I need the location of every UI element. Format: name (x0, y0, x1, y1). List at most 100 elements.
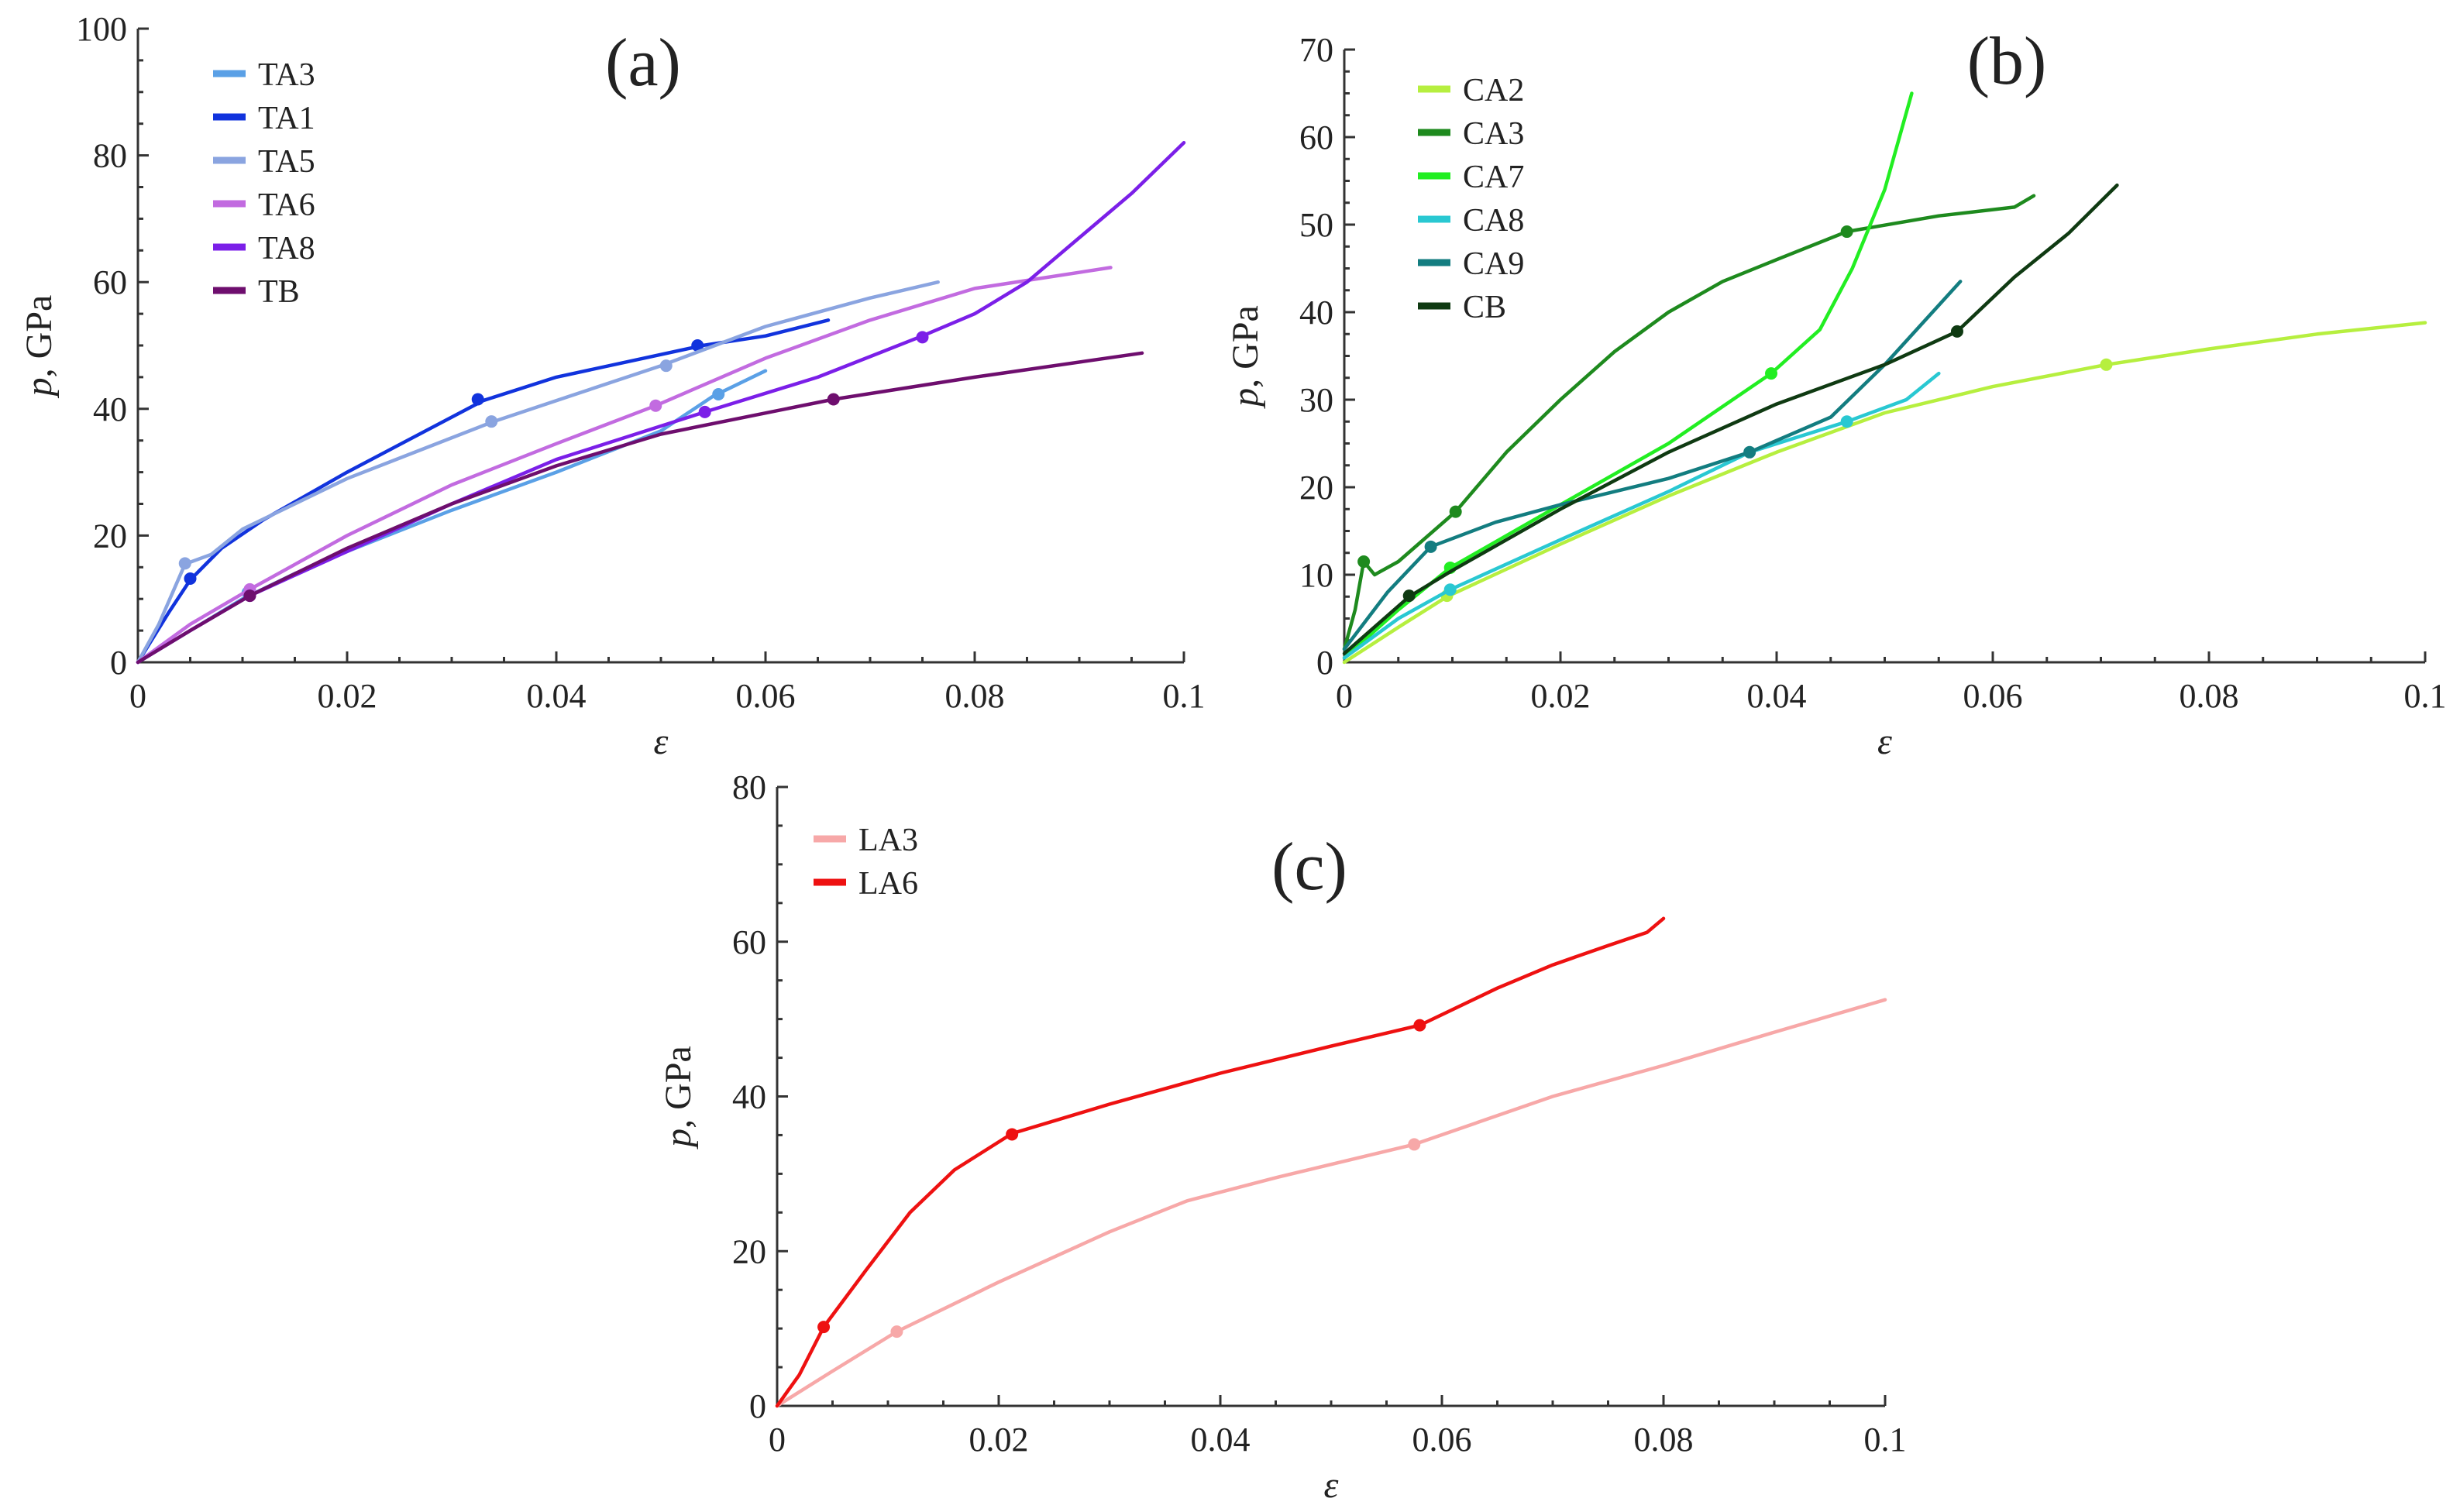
x-tick-label: 0.08 (945, 677, 1005, 715)
data-point-ta1 (184, 572, 197, 586)
series-line-ca3 (1342, 194, 2036, 651)
x-tick-label: 0.1 (1163, 677, 1206, 715)
y-tick-label: 40 (732, 1078, 766, 1116)
panel-label: (b) (1967, 24, 2047, 99)
x-tick-label: 0 (769, 1421, 786, 1459)
y-axis-title: p, GPa (1225, 305, 1266, 409)
series-line-cb (1342, 183, 2119, 655)
x-tick-label: 0.02 (969, 1421, 1029, 1459)
y-axis-title: p, GPa (19, 295, 60, 399)
panel-label: (a) (605, 26, 681, 101)
y-axis-variable: p (658, 1129, 699, 1149)
data-point-ta8 (698, 405, 711, 418)
x-tick-label: 0 (129, 677, 146, 715)
x-tick-label: 0.02 (318, 677, 377, 715)
y-tick-label: 40 (93, 390, 127, 428)
series-line-tb (136, 351, 1144, 665)
x-tick-label: 0.06 (736, 677, 796, 715)
y-axis-variable: p (19, 377, 60, 398)
legend-label-ta8: TA8 (258, 231, 315, 266)
data-point-ta5 (178, 557, 191, 570)
legend-label-ta3: TA3 (258, 57, 315, 93)
y-tick-label: 20 (1299, 469, 1333, 507)
x-tick-label: 0.06 (1963, 677, 2023, 715)
x-tick-label: 0.08 (2180, 677, 2239, 715)
legend-label-ta1: TA1 (258, 101, 315, 136)
data-point-ta6 (649, 399, 662, 412)
data-point-cb (1402, 589, 1416, 603)
y-tick-label: 10 (1299, 556, 1333, 594)
y-tick-label: 40 (1299, 294, 1333, 332)
legend-label-la6: LA6 (858, 866, 918, 902)
data-point-la3 (890, 1325, 903, 1338)
y-tick-label: 50 (1299, 206, 1333, 244)
data-point-ta8 (916, 331, 929, 344)
data-point-tb (243, 589, 256, 603)
y-tick-label: 70 (1299, 31, 1333, 69)
y-tick-label: 0 (749, 1387, 766, 1425)
series-line-ca9 (1342, 280, 1963, 651)
data-point-ca9 (1743, 445, 1756, 459)
legend-label-ca2: CA2 (1463, 73, 1524, 108)
data-point-ca3 (1449, 505, 1462, 518)
data-point-ca7 (1765, 367, 1778, 380)
panel-b: 0 0.02 0.04 0.06 0.08 0.1 0 10 20 30 40 50 60 70 ε p, G… (1225, 24, 2447, 762)
data-point-ta3 (712, 387, 725, 400)
y-axis-variable: p (1225, 388, 1266, 409)
y-tick-label: 80 (93, 137, 127, 175)
x-tick-label: 0.04 (1747, 677, 1807, 715)
legend-label-ca9: CA9 (1463, 246, 1524, 282)
legend-label-ca3: CA3 (1463, 116, 1524, 152)
y-tick-label: 30 (1299, 381, 1333, 419)
legend-label-cb: CB (1463, 290, 1506, 325)
x-tick-label: 0.06 (1412, 1421, 1472, 1459)
y-tick-label: 100 (76, 10, 127, 48)
y-axis-unit: , GPa (1225, 305, 1266, 388)
x-tick-label: 0.02 (1531, 677, 1591, 715)
y-tick-label: 20 (93, 517, 127, 555)
x-tick-label: 0.1 (2404, 677, 2447, 715)
legend-label-ca8: CA8 (1463, 203, 1524, 239)
x-axis-title: ε (1877, 721, 1892, 762)
data-point-ca3 (1357, 555, 1371, 569)
series-line-ta5 (136, 280, 940, 665)
y-tick-label: 0 (110, 644, 127, 682)
series-line-la3 (775, 998, 1887, 1408)
panel-a: 0 0.02 0.04 0.06 0.08 0.1 0 20 40 60 80 100 ε p, GPa (… (19, 10, 1206, 762)
data-point-la6 (817, 1321, 831, 1334)
data-point-ta5 (485, 415, 498, 428)
x-tick-label: 0.08 (1634, 1421, 1694, 1459)
data-point-la6 (1413, 1019, 1426, 1032)
x-tick-label: 0.04 (527, 677, 587, 715)
y-tick-label: 60 (732, 923, 766, 961)
panel-label: (c) (1271, 830, 1347, 905)
data-point-cb (1950, 325, 1963, 338)
legend-label-ta6: TA6 (258, 187, 315, 223)
y-tick-label: 80 (732, 768, 766, 806)
x-axis-title: ε (654, 721, 669, 762)
legend-label-ca7: CA7 (1463, 160, 1524, 195)
data-point-ca3 (1840, 225, 1853, 239)
data-point-ta5 (659, 359, 673, 373)
y-tick-label: 20 (732, 1232, 766, 1270)
series-line-ta6 (136, 266, 1113, 665)
x-tick-label: 0.04 (1191, 1421, 1251, 1459)
data-point-ca2 (2100, 358, 2113, 371)
x-axis-title: ε (1324, 1465, 1339, 1506)
data-point-la6 (1006, 1128, 1019, 1141)
y-axis-unit: , GPa (19, 295, 60, 378)
y-axis-unit: , GPa (658, 1046, 699, 1129)
data-point-la3 (1408, 1138, 1421, 1151)
legend-label-tb: TB (258, 274, 300, 310)
y-axis-title: p, GPa (658, 1046, 699, 1149)
data-point-ta1 (691, 339, 704, 352)
data-point-ca8 (1443, 583, 1457, 596)
data-point-ca8 (1840, 415, 1853, 428)
x-tick-label: 0 (1336, 677, 1353, 715)
panel-c: 0 0.02 0.04 0.06 0.08 0.1 0 20 40 60 80 ε p, GPa (c) L… (658, 768, 1907, 1506)
data-point-ta1 (471, 393, 484, 406)
y-tick-label: 0 (1316, 644, 1333, 682)
data-point-tb (827, 393, 840, 406)
